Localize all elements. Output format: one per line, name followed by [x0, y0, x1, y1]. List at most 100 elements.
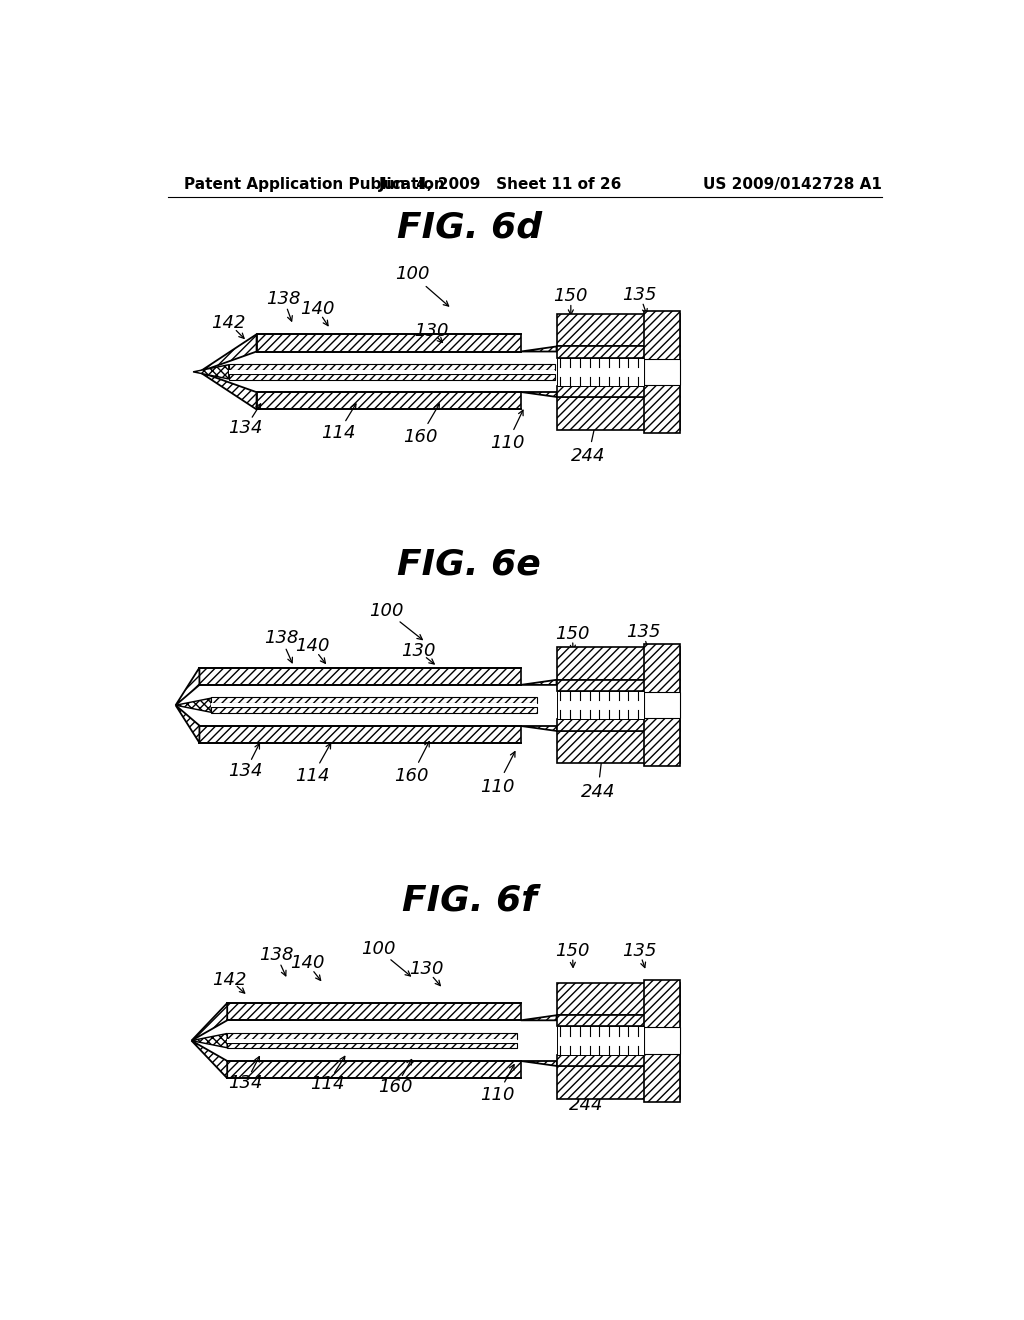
Bar [557, 314, 680, 346]
Polygon shape [521, 392, 557, 397]
Bar [557, 385, 680, 397]
Bar [644, 359, 680, 385]
Bar [557, 1055, 680, 1067]
Text: 160: 160 [402, 428, 437, 446]
Text: 244: 244 [581, 783, 615, 801]
Polygon shape [191, 1034, 227, 1048]
Text: 130: 130 [401, 643, 435, 660]
Bar [227, 1043, 517, 1048]
Text: 138: 138 [266, 289, 301, 308]
Text: 114: 114 [322, 424, 355, 442]
Bar [557, 358, 644, 385]
Bar [200, 726, 521, 743]
Text: 110: 110 [480, 1085, 515, 1104]
Polygon shape [176, 705, 200, 743]
Text: 138: 138 [264, 630, 298, 647]
Bar [644, 979, 680, 1102]
Polygon shape [521, 346, 557, 351]
Bar [211, 697, 537, 704]
Bar [557, 346, 680, 358]
Bar [557, 647, 680, 680]
Text: 100: 100 [369, 602, 403, 619]
Text: 130: 130 [410, 961, 443, 978]
Text: 110: 110 [490, 434, 524, 451]
Polygon shape [194, 364, 228, 379]
Polygon shape [200, 372, 257, 409]
Bar [257, 392, 521, 409]
Text: FIG. 6d: FIG. 6d [396, 210, 542, 244]
Polygon shape [191, 1040, 227, 1078]
Bar [557, 1027, 644, 1055]
Bar [257, 392, 521, 409]
Bar [200, 685, 521, 726]
Text: 150: 150 [554, 286, 588, 305]
Bar [557, 680, 680, 690]
Bar [557, 397, 680, 430]
Polygon shape [521, 680, 557, 685]
Bar [557, 719, 680, 731]
Bar [644, 1027, 680, 1053]
Text: 110: 110 [480, 777, 514, 796]
Text: 142: 142 [212, 970, 247, 989]
Bar [557, 1067, 680, 1098]
Bar [557, 397, 680, 430]
Bar [644, 979, 680, 1102]
Polygon shape [200, 334, 257, 372]
Text: FIG. 6f: FIG. 6f [401, 883, 537, 917]
Text: 135: 135 [622, 942, 656, 960]
Bar [228, 370, 555, 374]
Bar [228, 374, 555, 380]
Bar [557, 731, 680, 763]
Polygon shape [191, 1003, 227, 1040]
Text: 134: 134 [228, 1074, 263, 1093]
Bar [644, 312, 680, 433]
Polygon shape [521, 1061, 557, 1067]
Text: 138: 138 [259, 946, 294, 964]
Bar [644, 644, 680, 766]
Text: 140: 140 [300, 300, 334, 318]
Bar [227, 1003, 521, 1020]
Bar [200, 668, 521, 685]
Bar [557, 690, 644, 719]
Bar [644, 692, 680, 718]
Text: 135: 135 [623, 285, 657, 304]
Text: FIG. 6e: FIG. 6e [397, 548, 541, 582]
Bar [557, 1055, 680, 1067]
Bar [227, 1032, 517, 1039]
Bar [211, 697, 537, 704]
Bar [227, 1032, 517, 1039]
Polygon shape [176, 668, 200, 705]
Bar [211, 708, 537, 713]
Bar [557, 647, 680, 680]
Bar [557, 1015, 680, 1027]
Text: 130: 130 [414, 322, 449, 341]
Polygon shape [176, 698, 211, 713]
Bar [200, 726, 521, 743]
Bar [257, 334, 521, 351]
Bar [557, 719, 680, 731]
Bar [228, 364, 555, 370]
Bar [200, 668, 521, 685]
Bar [227, 1061, 521, 1078]
Text: 114: 114 [310, 1076, 344, 1093]
Text: 100: 100 [360, 940, 395, 958]
Bar [557, 385, 680, 397]
Polygon shape [521, 726, 557, 731]
Text: Jun. 4, 2009   Sheet 11 of 26: Jun. 4, 2009 Sheet 11 of 26 [379, 177, 623, 193]
Text: Patent Application Publication: Patent Application Publication [183, 177, 444, 193]
Text: 150: 150 [555, 626, 590, 643]
Bar [227, 1039, 517, 1043]
Bar [227, 1043, 517, 1048]
Bar [557, 1067, 680, 1098]
Bar [257, 334, 521, 351]
Text: 160: 160 [394, 767, 429, 785]
Bar [557, 314, 680, 346]
Bar [557, 346, 680, 358]
Bar [227, 1061, 521, 1078]
Text: 134: 134 [228, 762, 263, 780]
Bar [228, 374, 555, 380]
Text: 150: 150 [555, 942, 590, 960]
Bar [227, 1003, 521, 1020]
Bar [644, 312, 680, 433]
Bar [557, 982, 680, 1015]
